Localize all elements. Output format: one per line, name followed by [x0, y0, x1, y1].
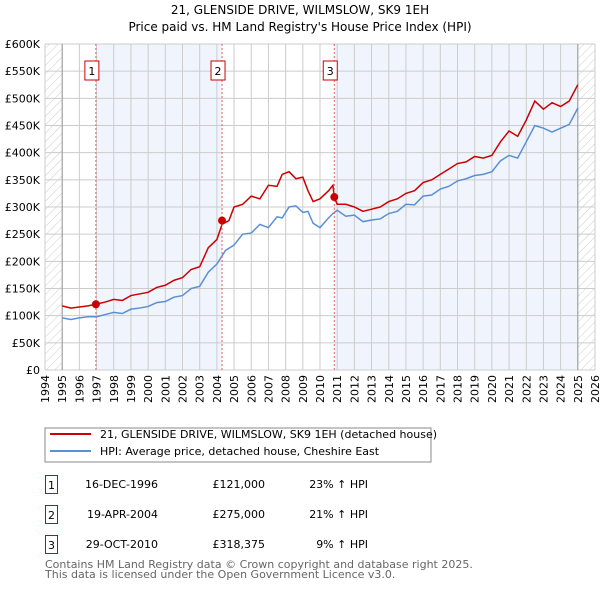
sale-label-number: 3 [327, 65, 334, 78]
y-tick-label: £200K [5, 255, 41, 268]
sale-label-number: 1 [88, 65, 95, 78]
sale-label-box [322, 60, 338, 81]
sale-number-badge: 2 [45, 505, 58, 524]
sale-price: £318,375 [212, 538, 266, 551]
x-tick-label: 2026 [589, 375, 600, 403]
x-tick-label: 2014 [383, 375, 396, 403]
sale-date: 19-APR-2004 [86, 508, 158, 521]
x-tick-label: 1994 [39, 375, 52, 403]
x-tick-label: 1996 [73, 375, 86, 403]
x-tick-label: 1999 [125, 375, 138, 403]
x-tick-label: 2005 [228, 375, 241, 403]
chart-title: 21, GLENSIDE DRIVE, WILMSLOW, SK9 1EH [171, 3, 429, 17]
x-tick-label: 2019 [469, 375, 482, 403]
x-tick-label: 1998 [108, 375, 121, 403]
x-tick-label: 1995 [56, 375, 69, 403]
y-tick-label: £500K [5, 92, 41, 105]
hpi-line [62, 107, 579, 321]
sale-label-number: 2 [215, 65, 222, 78]
sale-point [91, 300, 100, 309]
y-tick-label: £450K [5, 120, 41, 133]
sale-label-box [210, 60, 226, 81]
x-tick-label: 2015 [400, 375, 413, 403]
footer-line-2: This data is licensed under the Open Gov… [45, 568, 396, 581]
y-tick-label: £50K [12, 337, 41, 350]
x-tick-label: 2020 [486, 375, 499, 403]
x-tick-label: 2016 [417, 375, 430, 403]
legend-label-hpi: HPI: Average price, detached house, Ches… [100, 445, 380, 458]
x-tick-label: 2001 [159, 375, 172, 403]
x-tick-label: 2013 [366, 375, 379, 403]
sale-number-badge: 1 [45, 475, 58, 494]
x-tick-label: 2023 [537, 375, 550, 403]
x-tick-label: 2009 [297, 375, 310, 403]
legend-label-property: 21, GLENSIDE DRIVE, WILMSLOW, SK9 1EH (d… [100, 428, 437, 441]
legend [44, 427, 432, 463]
x-tick-label: 2008 [280, 375, 293, 403]
sale-hpi-diff: 21% ↑ HPI [309, 508, 368, 521]
sale-date: 16-DEC-1996 [84, 478, 158, 491]
y-tick-label: £400K [5, 147, 41, 160]
x-tick-label: 2000 [142, 375, 155, 403]
sale-number-badge: 3 [45, 535, 58, 554]
property-price-line [62, 84, 579, 309]
x-tick-label: 2010 [314, 375, 327, 403]
y-tick-label: £300K [5, 201, 41, 214]
chart-subtitle: Price paid vs. HM Land Registry's House … [128, 20, 471, 34]
sale-date: 29-OCT-2010 [85, 538, 158, 551]
x-tick-label: 2007 [262, 375, 275, 403]
y-tick-label: £600K [5, 38, 41, 51]
sale-hpi-diff: 9% ↑ HPI [316, 538, 368, 551]
x-tick-label: 2021 [503, 375, 516, 403]
x-tick-label: 2006 [245, 375, 258, 403]
sale-point [330, 193, 339, 202]
x-tick-label: 2002 [177, 375, 190, 403]
x-tick-label: 2025 [572, 375, 585, 403]
x-tick-label: 2017 [434, 375, 447, 403]
footer-line-1: Contains HM Land Registry data © Crown c… [45, 558, 473, 571]
y-tick-label: £550K [5, 65, 41, 78]
sale-point [218, 216, 227, 225]
x-tick-label: 1997 [91, 375, 104, 403]
sale-price: £275,000 [212, 508, 266, 521]
y-tick-label: £150K [5, 283, 41, 296]
footer: Contains HM Land Registry data © Crown c… [45, 558, 473, 581]
x-tick-label: 2012 [348, 375, 361, 403]
x-tick-label: 2011 [331, 375, 344, 403]
y-tick-label: £100K [5, 310, 41, 323]
sale-price: £121,000 [212, 478, 266, 491]
y-tick-label: £0 [26, 364, 40, 377]
x-tick-label: 2003 [194, 375, 207, 403]
x-tick-label: 2004 [211, 375, 224, 403]
x-tick-label: 2022 [520, 375, 533, 403]
sale-hpi-diff: 23% ↑ HPI [309, 478, 368, 491]
x-tick-label: 2024 [555, 375, 568, 403]
y-tick-label: £350K [5, 174, 41, 187]
sale-label-box [84, 60, 100, 81]
y-tick-label: £250K [5, 228, 41, 241]
x-tick-label: 2018 [452, 375, 465, 403]
